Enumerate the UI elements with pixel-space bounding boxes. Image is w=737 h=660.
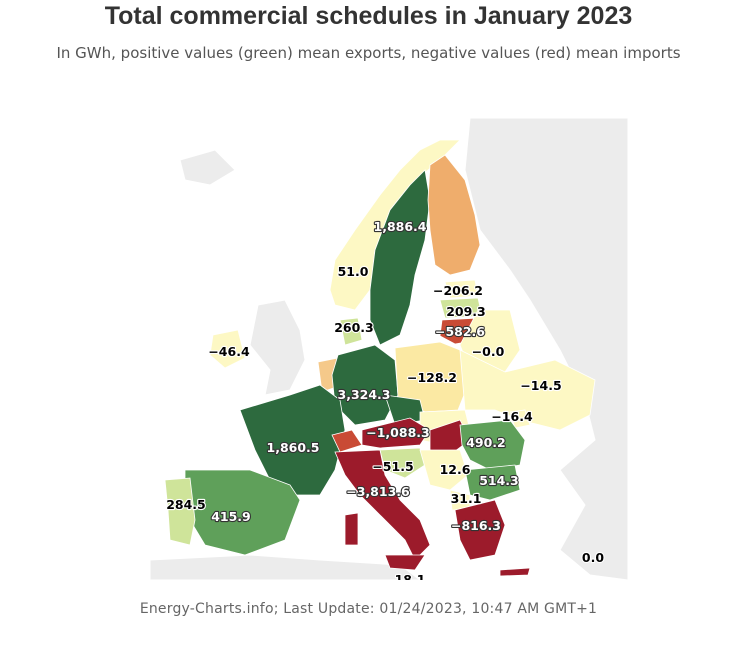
label-denmark: 260.3 (334, 320, 374, 335)
north-africa (150, 554, 421, 580)
italy-shape (334, 449, 431, 561)
norway-shape (329, 139, 461, 311)
label-norway: 51.0 (338, 264, 369, 279)
label-ukraine: −14.5 (520, 378, 561, 393)
chart-title: Total commercial schedules in January 20… (104, 2, 633, 30)
label-turkey: 0.0 (582, 550, 604, 565)
label-austria: −1,088.3 (366, 425, 429, 440)
ireland-shape (209, 329, 246, 369)
slovenia-croatia-shape (379, 447, 426, 479)
uk (249, 299, 306, 396)
label-serbia: 12.6 (440, 462, 471, 477)
ukraine-shape (459, 349, 596, 431)
bulgaria-shape (464, 464, 521, 501)
label-belarus: −0.0 (472, 344, 505, 359)
label-portugal: 284.5 (166, 497, 206, 512)
label-sweden: 1,886.4 (374, 219, 427, 234)
france-shape (239, 384, 346, 496)
iceland-uk (179, 149, 236, 186)
label-romania: 490.2 (466, 435, 506, 450)
countries (164, 139, 596, 577)
russia-region (464, 117, 629, 580)
label-spain: 415.9 (211, 509, 251, 524)
value-labels: 1,886.4 51.0 −206.2 209.3 −582.6 −0.0 26… (165, 218, 605, 580)
serbia-shape (419, 449, 469, 491)
sardinia-shape (344, 512, 359, 546)
label-lithuania: −582.6 (435, 324, 485, 339)
sicily-shape (384, 554, 426, 571)
label-italy: −3,813.6 (346, 484, 410, 499)
label-moldova: −16.4 (491, 409, 533, 424)
germany-shape (331, 344, 399, 426)
austria-shape (361, 417, 431, 449)
greece-shape (454, 499, 506, 561)
label-france: 1,860.5 (267, 440, 320, 455)
non-eu-land (150, 117, 629, 580)
label-ireland: −46.4 (208, 344, 250, 359)
label-latvia: 209.3 (446, 304, 486, 319)
label-macedonia: 31.1 (451, 491, 482, 506)
europe-map[interactable]: 1,886.4 51.0 −206.2 209.3 −582.6 −0.0 26… (150, 110, 630, 580)
label-poland: −128.2 (407, 370, 457, 385)
finland-shape (427, 154, 481, 276)
crete-shape (499, 567, 531, 577)
sweden-shape (369, 169, 431, 346)
label-germany: 3,324.3 (338, 387, 391, 402)
chart-subtitle: In GWh, positive values (green) mean exp… (56, 44, 681, 62)
denmark-shape (339, 317, 363, 346)
label-greece: −816.3 (451, 518, 501, 533)
estonia-shape (444, 279, 479, 299)
label-estonia: −206.2 (433, 283, 483, 298)
label-malta: 18.1 (395, 572, 426, 580)
portugal-shape (164, 477, 196, 546)
label-bulgaria: 514.3 (479, 473, 519, 488)
moldova-shape (509, 409, 531, 429)
label-slovenia: −51.5 (372, 459, 413, 474)
credits[interactable]: Energy-Charts.info; Last Update: 01/24/2… (139, 601, 598, 617)
